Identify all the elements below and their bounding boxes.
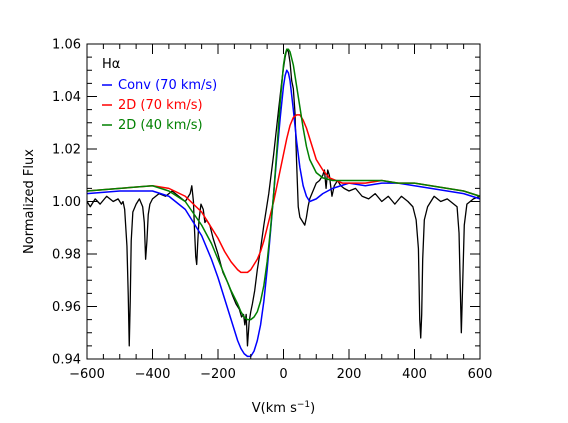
x-axis-label-close: ) — [310, 401, 315, 416]
legend-label-conv-70-km-s: Conv (70 km/s) — [118, 78, 217, 93]
x-tick-label: −400 — [135, 367, 171, 382]
legend-label-2d-40-km-s: 2D (40 km/s) — [118, 118, 203, 133]
series-layer — [86, 48, 481, 358]
tick-layer: −600 −400 −200 0 200 400 600 0.94 0.96 0.98 1.00 1.… — [52, 38, 492, 383]
legend: Hα Conv (70 km/s) 2D (70 km/s) 2D (40 km/s) — [102, 57, 217, 133]
y-tick-label: 1.00 — [52, 195, 81, 210]
x-axis-label-main: V(km s — [252, 401, 297, 416]
x-tick-label: 200 — [337, 367, 362, 382]
series-line-2d-40-km-s — [86, 48, 481, 321]
y-tick-label: 1.04 — [52, 90, 81, 105]
series-line-observed — [86, 48, 481, 347]
x-tick-label: 0 — [279, 367, 287, 382]
series-line-2d-70-km-s — [86, 114, 481, 274]
y-axis-label: Normalized Flux — [22, 149, 37, 254]
x-tick-label: 400 — [402, 367, 427, 382]
legend-title: Hα — [102, 57, 120, 72]
legend-label-2d-70-km-s: 2D (70 km/s) — [118, 98, 203, 113]
x-tick-label: −200 — [200, 367, 236, 382]
y-tick-label: 1.02 — [52, 143, 81, 158]
y-tick-label: 0.96 — [52, 300, 81, 315]
y-tick-label: 0.98 — [52, 248, 81, 263]
y-tick-label: 1.06 — [52, 38, 81, 53]
x-axis-label-exponent: −1 — [297, 400, 310, 410]
x-tick-label: −600 — [69, 367, 105, 382]
x-axis-label: V(km s−1) — [252, 400, 315, 416]
y-tick-label: 0.94 — [52, 353, 81, 368]
x-tick-label: 600 — [468, 367, 493, 382]
